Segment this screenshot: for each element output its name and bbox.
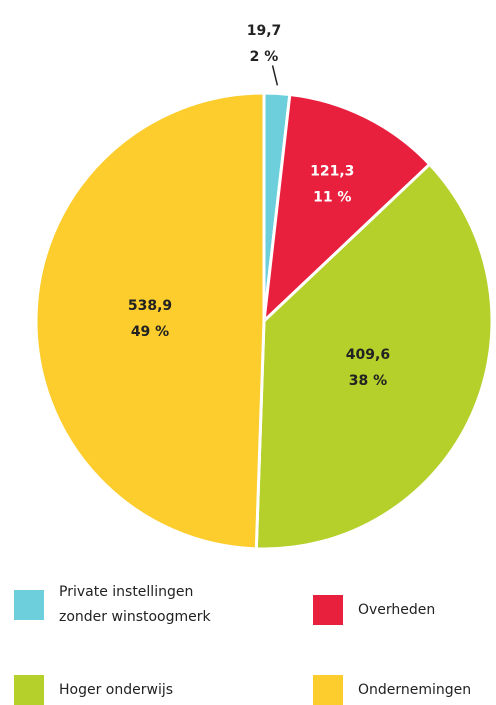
pie-slice [34,91,266,551]
legend-item: Hoger onderwijs [14,675,239,705]
pie-slice [262,92,432,325]
legend-label: Private instellingen zonder winstoogmerk [59,584,211,625]
legend-label: Overheden [358,601,436,618]
chart: 19,7 2 % 121,3 11 % 409,6 38 % 538,9 49 % [34,23,494,551]
legend-swatch [313,675,343,705]
legend-swatch [14,675,44,705]
percentage-label: 2 % [250,49,279,65]
percentage-label: 11 % [313,189,351,205]
leader-line [271,65,279,86]
pie-slice [254,162,494,551]
legend-label: Hoger onderwijs [59,681,174,698]
legend-item: Private instellingen zonder winstoogmerk [14,580,239,630]
value-label: 409,6 [346,347,390,363]
value-label: 121,3 [310,163,354,179]
legend-swatch [14,590,44,620]
value-label: 19,7 [247,23,282,39]
legend-swatch [313,595,343,625]
percentage-label: 49 % [131,324,169,340]
legend-item: Ondernemingen [313,675,496,705]
percentage-label: 38 % [349,373,387,389]
legend-item: Overheden [313,595,496,625]
value-label: 538,9 [128,298,172,314]
legend-label: Ondernemingen [358,681,472,698]
